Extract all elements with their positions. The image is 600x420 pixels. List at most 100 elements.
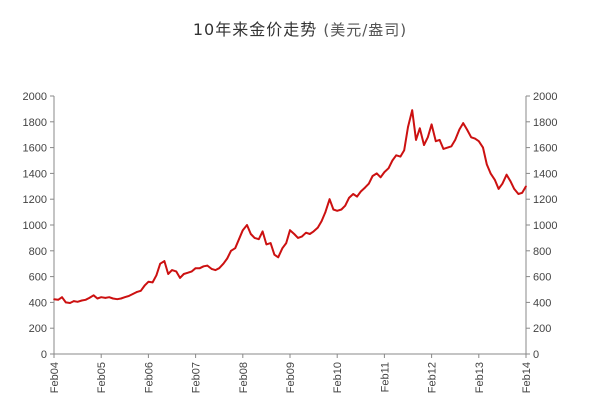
y-tick-label-left: 0 bbox=[41, 349, 47, 361]
data-point bbox=[458, 128, 461, 131]
data-point bbox=[218, 267, 220, 270]
data-point bbox=[309, 233, 311, 235]
data-point bbox=[371, 175, 374, 177]
x-tick-label: Feb09 bbox=[285, 362, 297, 393]
y-tick-label-left: 200 bbox=[29, 323, 47, 335]
data-point bbox=[419, 127, 421, 130]
data-point bbox=[435, 140, 437, 142]
data-point bbox=[104, 297, 107, 299]
data-point bbox=[352, 193, 355, 195]
data-point bbox=[88, 297, 91, 299]
x-tick-label: Feb05 bbox=[96, 362, 108, 393]
y-tick-label-right: 600 bbox=[533, 272, 551, 284]
data-point bbox=[191, 270, 193, 273]
y-tick-label-right: 1400 bbox=[533, 168, 557, 180]
data-point bbox=[478, 140, 480, 142]
data-point bbox=[167, 273, 169, 275]
data-point bbox=[253, 237, 256, 239]
data-point bbox=[340, 208, 343, 211]
data-point bbox=[210, 268, 213, 270]
y-tick-label-right: 400 bbox=[533, 297, 551, 309]
data-point bbox=[501, 182, 504, 185]
data-point bbox=[320, 220, 323, 222]
y-tick-label-left: 400 bbox=[29, 297, 47, 309]
data-point bbox=[336, 210, 339, 212]
y-tick-label-right: 1000 bbox=[533, 220, 557, 232]
data-point bbox=[92, 294, 95, 297]
data-point bbox=[446, 146, 449, 149]
x-tick-label: Feb06 bbox=[143, 362, 155, 393]
data-point bbox=[391, 159, 394, 162]
x-tick-label: Feb11 bbox=[379, 362, 391, 392]
y-tick-label-left: 1800 bbox=[23, 117, 47, 129]
data-point bbox=[387, 167, 390, 169]
data-point bbox=[285, 242, 288, 244]
data-point bbox=[234, 247, 236, 249]
data-point bbox=[470, 136, 473, 139]
data-point bbox=[258, 238, 260, 240]
data-point bbox=[356, 195, 358, 198]
data-point bbox=[442, 148, 445, 150]
x-tick-label: Feb10 bbox=[332, 362, 344, 393]
data-point bbox=[250, 233, 252, 235]
data-point bbox=[399, 155, 402, 158]
y-tick-label-right: 1800 bbox=[533, 117, 557, 129]
data-point bbox=[76, 301, 79, 303]
data-point bbox=[179, 277, 181, 279]
data-point bbox=[273, 253, 276, 256]
y-tick-label-right: 800 bbox=[533, 246, 551, 258]
data-point bbox=[328, 198, 331, 200]
data-point bbox=[199, 267, 201, 270]
data-point bbox=[242, 229, 244, 231]
y-tick-label-right: 1600 bbox=[533, 143, 557, 155]
data-point bbox=[297, 237, 299, 239]
data-point bbox=[289, 229, 291, 231]
series-layer bbox=[53, 109, 527, 304]
data-point bbox=[69, 302, 71, 304]
data-point bbox=[155, 274, 158, 277]
data-point bbox=[301, 235, 303, 238]
data-point bbox=[466, 128, 468, 131]
data-point bbox=[214, 269, 217, 271]
x-tick-label: Feb14 bbox=[521, 362, 533, 393]
y-tick-label-left: 1600 bbox=[23, 143, 47, 155]
data-point bbox=[96, 297, 99, 300]
data-point bbox=[187, 271, 189, 274]
chart-title-unit: (美元/盎司) bbox=[323, 21, 408, 39]
x-tick-label: Feb12 bbox=[427, 362, 439, 393]
data-point bbox=[163, 260, 166, 262]
data-point bbox=[312, 230, 315, 233]
y-tick-label-right: 1200 bbox=[533, 194, 557, 206]
data-point bbox=[206, 264, 209, 267]
chart-title: 10年来金价走势 (美元/盎司) bbox=[0, 16, 600, 40]
data-point bbox=[230, 250, 232, 252]
data-point bbox=[147, 281, 150, 283]
data-point bbox=[120, 297, 122, 300]
data-point bbox=[159, 262, 161, 265]
data-point bbox=[415, 139, 417, 141]
data-point bbox=[395, 154, 398, 157]
data-point bbox=[265, 243, 268, 246]
y-tick-label-left: 1400 bbox=[23, 168, 47, 180]
data-point bbox=[517, 193, 520, 195]
data-point bbox=[383, 171, 386, 173]
data-point bbox=[175, 270, 177, 273]
data-point bbox=[474, 137, 476, 140]
data-point bbox=[525, 185, 527, 188]
y-tick-label-right: 200 bbox=[533, 323, 551, 335]
data-point bbox=[261, 230, 264, 233]
data-point bbox=[324, 211, 327, 213]
data-point bbox=[411, 109, 414, 111]
data-point bbox=[124, 296, 126, 299]
data-point bbox=[348, 197, 350, 199]
data-point bbox=[108, 296, 110, 299]
data-point bbox=[202, 265, 205, 268]
data-point bbox=[486, 163, 488, 166]
data-point bbox=[183, 273, 185, 275]
data-point bbox=[423, 144, 425, 146]
data-point bbox=[462, 122, 465, 124]
x-tick-label: Feb04 bbox=[49, 362, 61, 393]
data-point bbox=[407, 126, 409, 128]
chart-title-main: 10年来金价走势 bbox=[192, 20, 318, 39]
